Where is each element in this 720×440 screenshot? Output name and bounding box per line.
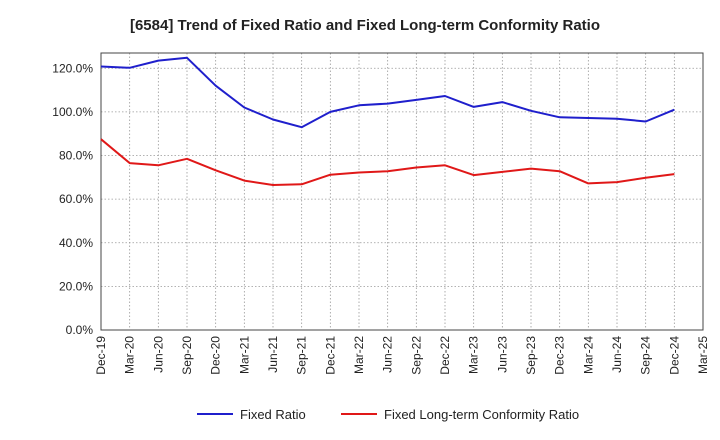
x-tick-label: Mar-25 (696, 336, 710, 374)
x-tick-label: Dec-23 (553, 336, 567, 375)
x-tick-label: Dec-24 (667, 336, 681, 375)
legend-label: Fixed Ratio (240, 407, 306, 422)
x-axis-tick-labels: Dec-19 Mar-20 Jun-20 Sep-20 Dec-20 Mar-21 Jun-… (94, 336, 710, 375)
y-tick-label: 120.0% (52, 61, 93, 75)
y-tick-label: 0.0% (66, 323, 94, 337)
fixed-ratio-line (100, 56, 675, 129)
x-tick-label: Jun-22 (381, 336, 395, 373)
x-tick-label: Jun-23 (495, 336, 509, 373)
series-lines (100, 56, 675, 186)
x-tick-label: Mar-22 (352, 336, 366, 374)
x-tick-label: Mar-24 (581, 336, 595, 374)
y-tick-label: 20.0% (59, 279, 93, 293)
x-tick-label: Mar-20 (123, 336, 137, 374)
x-tick-label: Dec-22 (438, 336, 452, 375)
x-tick-label: Mar-23 (467, 336, 481, 374)
x-tick-label: Dec-19 (94, 336, 108, 375)
x-tick-label: Sep-20 (180, 336, 194, 375)
legend: Fixed Ratio Fixed Long-term Conformity Ra… (197, 407, 579, 422)
y-tick-label: 100.0% (52, 105, 93, 119)
y-axis-tick-labels: 0.0% 20.0% 40.0% 60.0% 80.0% 100.0% 120.0% (52, 61, 93, 337)
x-tick-label: Jun-24 (610, 336, 624, 373)
plot-area (100, 52, 704, 331)
x-tick-label: Jun-20 (151, 336, 165, 373)
x-tick-label: Sep-24 (639, 336, 653, 375)
legend-label: Fixed Long-term Conformity Ratio (384, 407, 579, 422)
chart-title: [6584] Trend of Fixed Ratio and Fixed Lo… (130, 17, 600, 34)
y-tick-label: 40.0% (59, 236, 93, 250)
x-tick-label: Mar-21 (237, 336, 251, 374)
y-tick-label: 60.0% (59, 192, 93, 206)
x-tick-label: Dec-21 (323, 336, 337, 375)
gridlines (101, 53, 703, 330)
x-tick-label: Sep-21 (295, 336, 309, 375)
y-tick-label: 80.0% (59, 149, 93, 163)
x-tick-label: Sep-22 (409, 336, 423, 375)
x-tick-label: Dec-20 (209, 336, 223, 375)
x-tick-label: Jun-21 (266, 336, 280, 373)
x-tick-label: Sep-23 (524, 336, 538, 375)
fixed-long-term-conformity-ratio-line (100, 138, 675, 186)
